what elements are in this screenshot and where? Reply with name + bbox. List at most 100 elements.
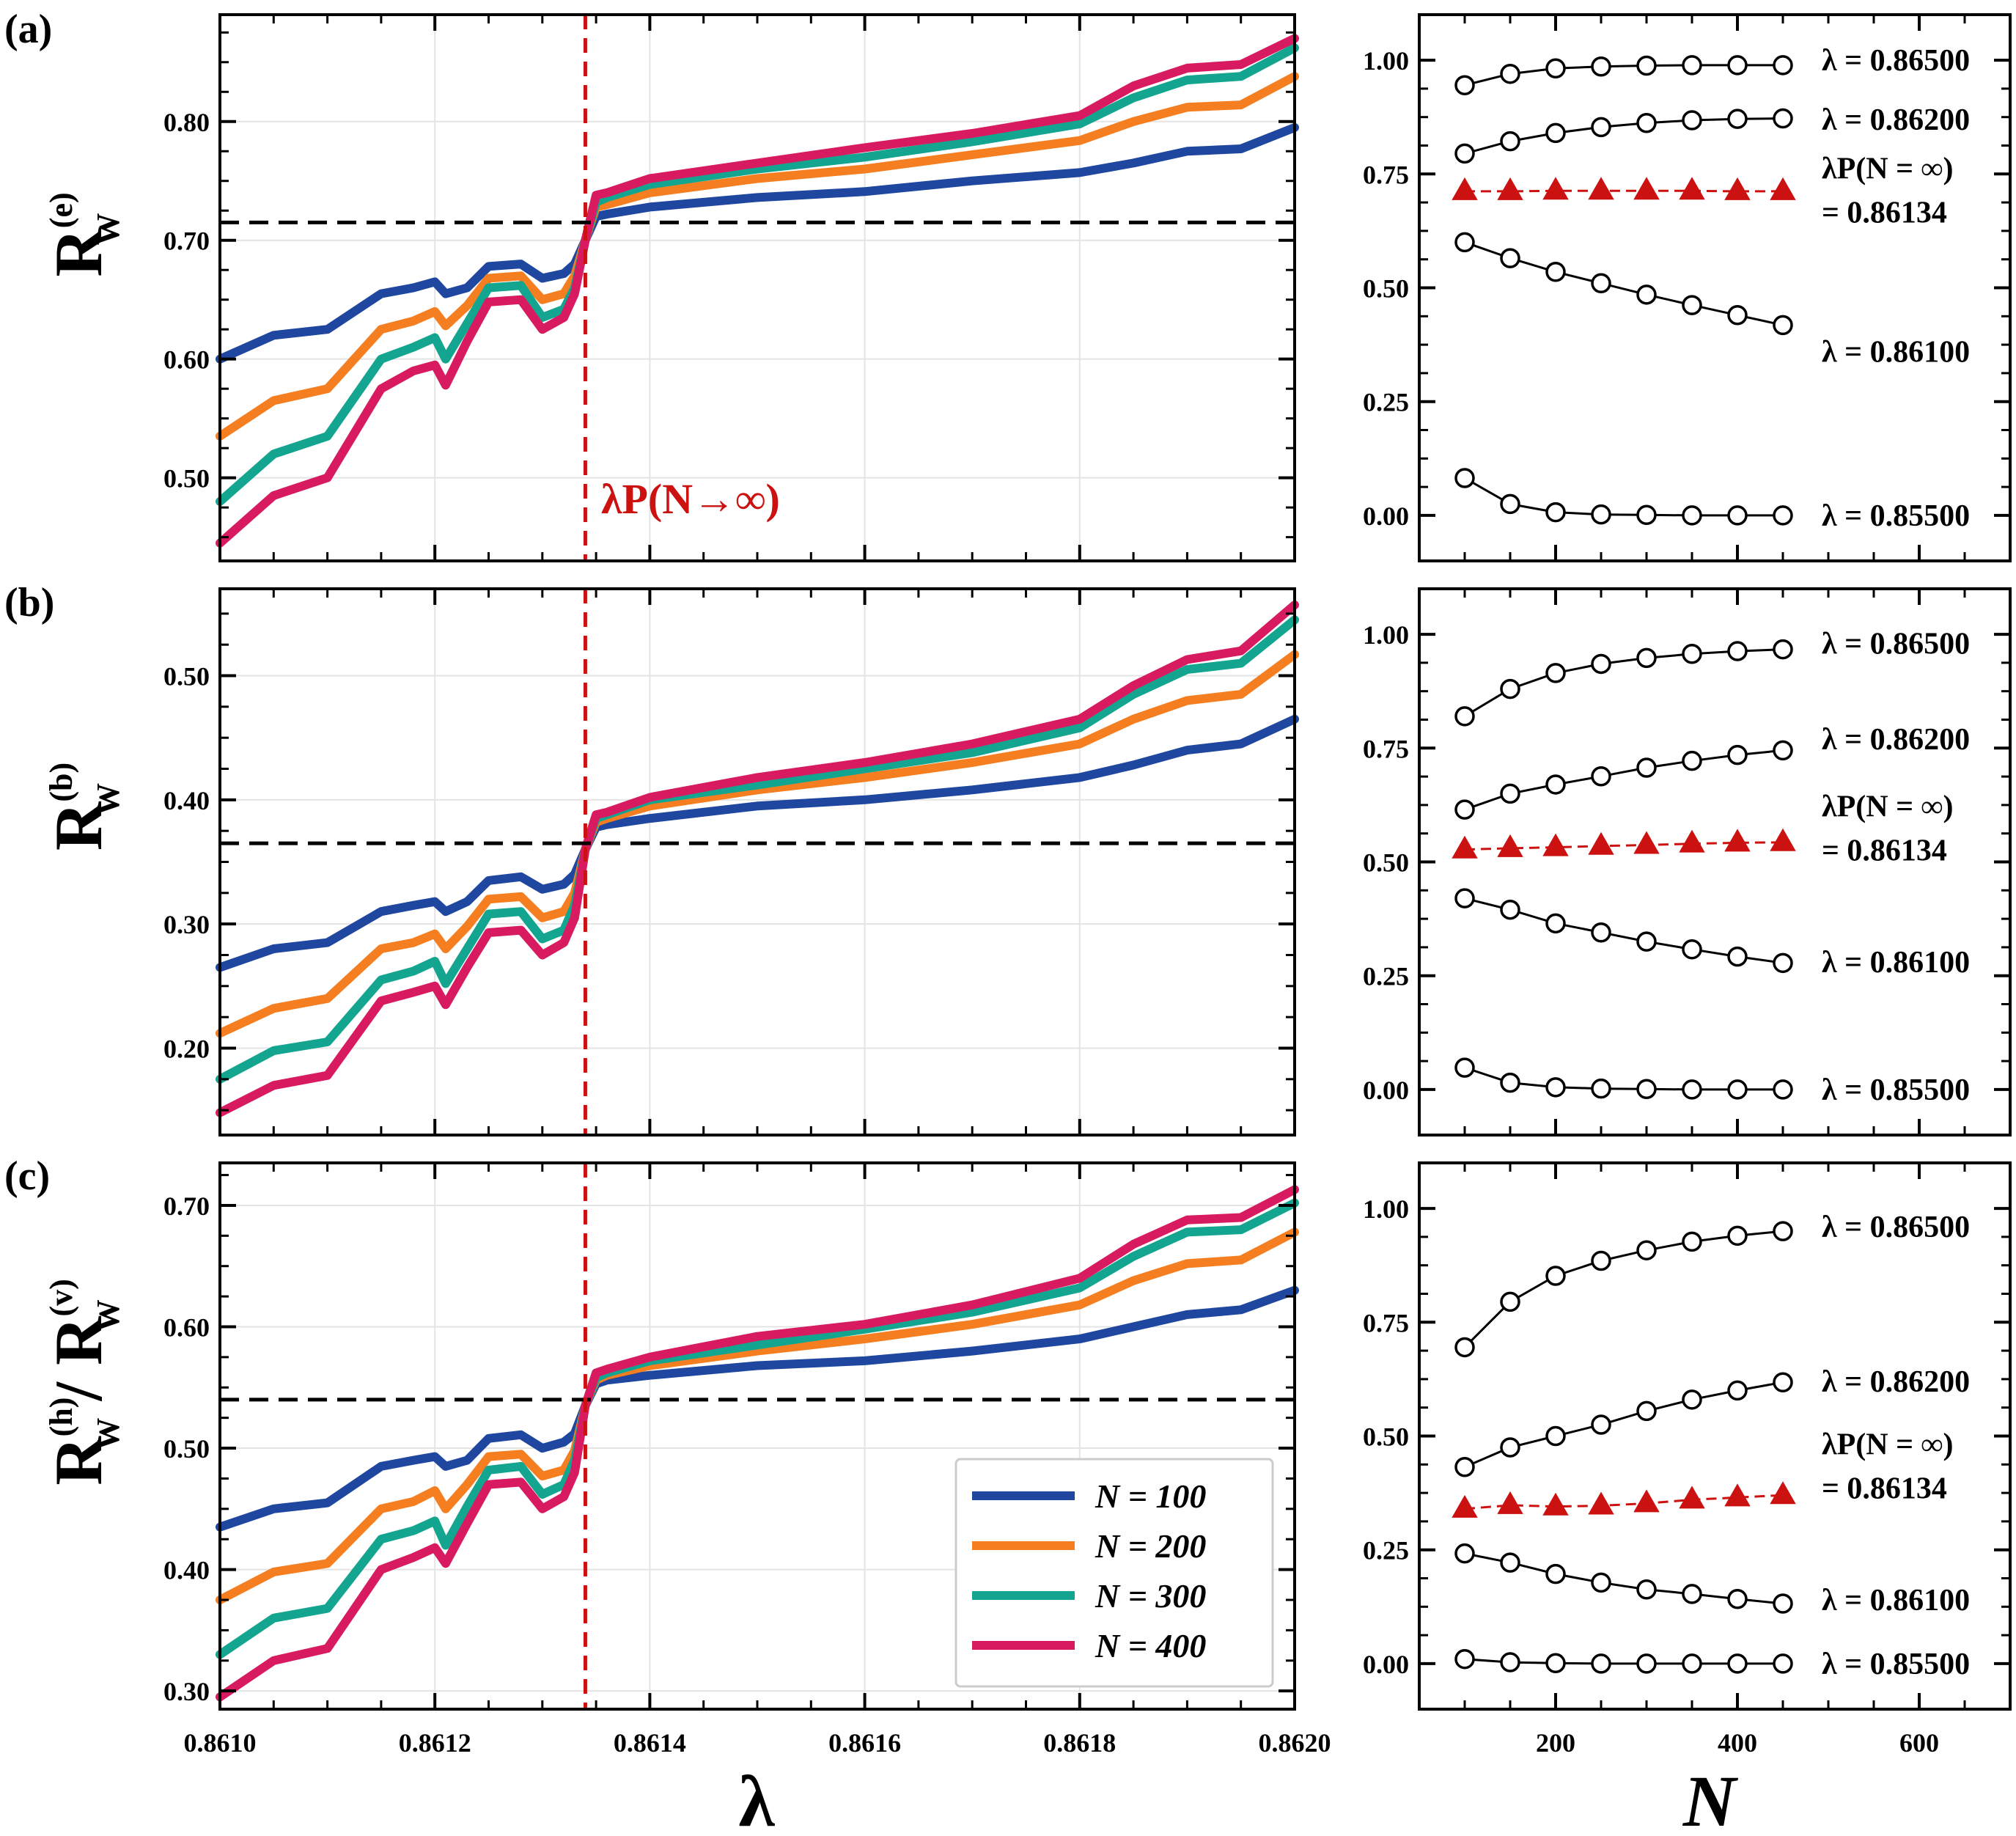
circle-marker-2-4-1 xyxy=(1500,1652,1520,1672)
right-panel-1: 0.00 0.25 0.50 0.75 1.00 λ = 0.86500 λ = 0.862… xyxy=(1363,587,2012,1137)
ylabel-b: R(b) W xyxy=(41,763,126,851)
circle-marker-1-0-6 xyxy=(1727,641,1748,661)
xlabel-N: N xyxy=(1682,1760,1739,1836)
circle-marker-2-3-1 xyxy=(1500,1552,1520,1573)
legend-label-n200: N = 200 xyxy=(1095,1527,1206,1565)
circle-marker-2-1-5 xyxy=(1682,1389,1702,1410)
panel-label-a: (a) xyxy=(4,7,52,52)
ytick-label-1-2: 0.40 xyxy=(163,786,210,815)
ytick-label-0-2: 0.70 xyxy=(163,227,210,256)
circle-marker-0-0-1 xyxy=(1500,63,1520,84)
left-panel-0: 0.50 0.60 0.70 0.80 xyxy=(163,13,1299,562)
ytick-label-2-0: 0.30 xyxy=(163,1677,210,1706)
right-annotation-2-4: λ = 0.86100 xyxy=(1822,1584,1970,1617)
circle-marker-2-0-1 xyxy=(1500,1291,1520,1312)
n-ytick-label-1-3: 0.75 xyxy=(1363,734,1409,763)
right-annotation-2-5: λ = 0.85500 xyxy=(1822,1648,1970,1681)
circle-marker-2-1-2 xyxy=(1545,1425,1566,1447)
circle-marker-0-3-6 xyxy=(1727,305,1748,326)
ylabel-b-main: R xyxy=(41,801,116,851)
circle-marker-1-3-2 xyxy=(1545,913,1566,934)
circle-marker-1-0-4 xyxy=(1636,647,1657,669)
circle-marker-0-0-2 xyxy=(1545,58,1566,79)
right-annotation-2-1: λ = 0.86200 xyxy=(1822,1365,1970,1399)
ytick-label-0-1: 0.60 xyxy=(163,345,210,375)
circle-marker-0-0-7 xyxy=(1773,55,1793,76)
right-annotation-1-5: λ = 0.85500 xyxy=(1822,1073,1970,1107)
circle-marker-2-0-0 xyxy=(1454,1337,1475,1358)
critical-label: λP(N→∞) xyxy=(601,475,780,523)
right-panel-0: 0.00 0.25 0.50 0.75 1.00 λ = 0.86500 λ = 0.862… xyxy=(1363,13,2012,562)
n-ytick-label-2-3: 0.75 xyxy=(1363,1308,1409,1337)
circle-marker-2-3-2 xyxy=(1545,1563,1566,1585)
circle-marker-0-3-4 xyxy=(1636,284,1657,305)
n-ytick-label-2-2: 0.50 xyxy=(1363,1422,1409,1452)
circle-marker-1-0-7 xyxy=(1773,639,1793,660)
circle-marker-1-3-4 xyxy=(1636,931,1657,952)
circle-marker-0-4-6 xyxy=(1727,505,1748,526)
circle-marker-1-3-1 xyxy=(1500,899,1520,920)
circle-marker-2-0-5 xyxy=(1682,1231,1702,1252)
ylabel-c-sep: / xyxy=(41,1365,116,1418)
legend-label-n300: N = 300 xyxy=(1095,1577,1206,1615)
circle-marker-0-1-3 xyxy=(1591,117,1611,138)
circle-marker-1-3-3 xyxy=(1591,922,1611,943)
circle-marker-2-3-0 xyxy=(1454,1543,1475,1564)
ylabel-c-main: R xyxy=(41,1436,116,1486)
circle-marker-0-1-0 xyxy=(1454,143,1475,164)
ylabel-c-sub2: W xyxy=(90,1299,126,1332)
svg-text:R(e)W: R(e) W xyxy=(41,192,126,276)
circle-marker-2-4-2 xyxy=(1545,1653,1566,1674)
circle-marker-1-4-4 xyxy=(1636,1079,1657,1100)
ytick-label-2-1: 0.40 xyxy=(163,1556,210,1585)
right-panel-2: 200 400 600 0.00 0.25 0.50 0.75 1.00 λ = 0.86500… xyxy=(1363,1161,2012,1758)
circle-marker-0-4-0 xyxy=(1454,468,1475,488)
xtick-label-3: 0.8616 xyxy=(828,1728,901,1758)
circle-marker-2-1-0 xyxy=(1454,1456,1475,1477)
circle-marker-0-3-2 xyxy=(1545,262,1566,282)
n-ytick-label-0-1: 0.25 xyxy=(1363,388,1409,417)
circle-marker-2-3-7 xyxy=(1773,1593,1793,1614)
circle-marker-1-1-6 xyxy=(1727,744,1748,765)
circle-marker-2-3-3 xyxy=(1591,1572,1611,1593)
right-annotation-0-3: = 0.86134 xyxy=(1822,197,1947,230)
series-line-0-n400 xyxy=(216,34,1299,548)
circle-marker-0-0-6 xyxy=(1727,55,1748,76)
n-ytick-label-1-4: 1.00 xyxy=(1363,620,1409,650)
svg-text:R(b)W: R(b) W xyxy=(41,763,126,851)
circle-marker-0-3-0 xyxy=(1454,232,1475,253)
n-ytick-label-2-0: 0.00 xyxy=(1363,1650,1409,1679)
ytick-label-2-3: 0.60 xyxy=(163,1313,210,1343)
xtick-label-5: 0.8620 xyxy=(1259,1728,1331,1758)
triangle-marker-0-6 xyxy=(1724,177,1751,200)
left-panel-1: 0.20 0.30 0.40 0.50 xyxy=(163,587,1299,1137)
circle-marker-0-0-3 xyxy=(1591,56,1611,77)
circle-marker-2-1-3 xyxy=(1591,1414,1611,1435)
circle-marker-1-4-0 xyxy=(1454,1057,1475,1078)
ytick-label-1-3: 0.50 xyxy=(163,662,210,691)
circle-marker-1-1-4 xyxy=(1636,757,1657,778)
xtick-label-1: 0.8612 xyxy=(399,1728,471,1758)
ylabel-a-sup: (e) xyxy=(43,192,79,228)
ylabel-c-sub: W xyxy=(90,1418,126,1450)
ytick-label-1-1: 0.30 xyxy=(163,910,210,939)
circle-marker-1-0-1 xyxy=(1500,678,1520,699)
circle-marker-2-0-7 xyxy=(1773,1221,1793,1241)
xtick-label-4: 0.8618 xyxy=(1043,1728,1116,1758)
circle-marker-0-4-5 xyxy=(1682,505,1702,526)
circle-marker-0-3-3 xyxy=(1591,273,1611,294)
triangle-marker-2-0 xyxy=(1452,1494,1478,1518)
circle-marker-2-0-3 xyxy=(1591,1250,1611,1271)
circle-marker-2-4-0 xyxy=(1454,1648,1475,1670)
xlabel-lambda: λ xyxy=(738,1760,775,1836)
xtick-label-2: 0.8614 xyxy=(614,1728,686,1758)
circle-marker-0-4-2 xyxy=(1545,502,1566,523)
circle-marker-0-0-4 xyxy=(1636,55,1657,76)
right-annotation-1-0: λ = 0.86500 xyxy=(1822,628,1970,661)
circle-marker-1-0-2 xyxy=(1545,663,1566,683)
circle-marker-2-0-4 xyxy=(1636,1240,1657,1260)
circle-marker-0-4-3 xyxy=(1591,504,1611,525)
ylabel-a-main: R xyxy=(41,227,116,277)
circle-marker-1-1-2 xyxy=(1545,774,1566,795)
circle-marker-1-4-7 xyxy=(1773,1079,1793,1100)
